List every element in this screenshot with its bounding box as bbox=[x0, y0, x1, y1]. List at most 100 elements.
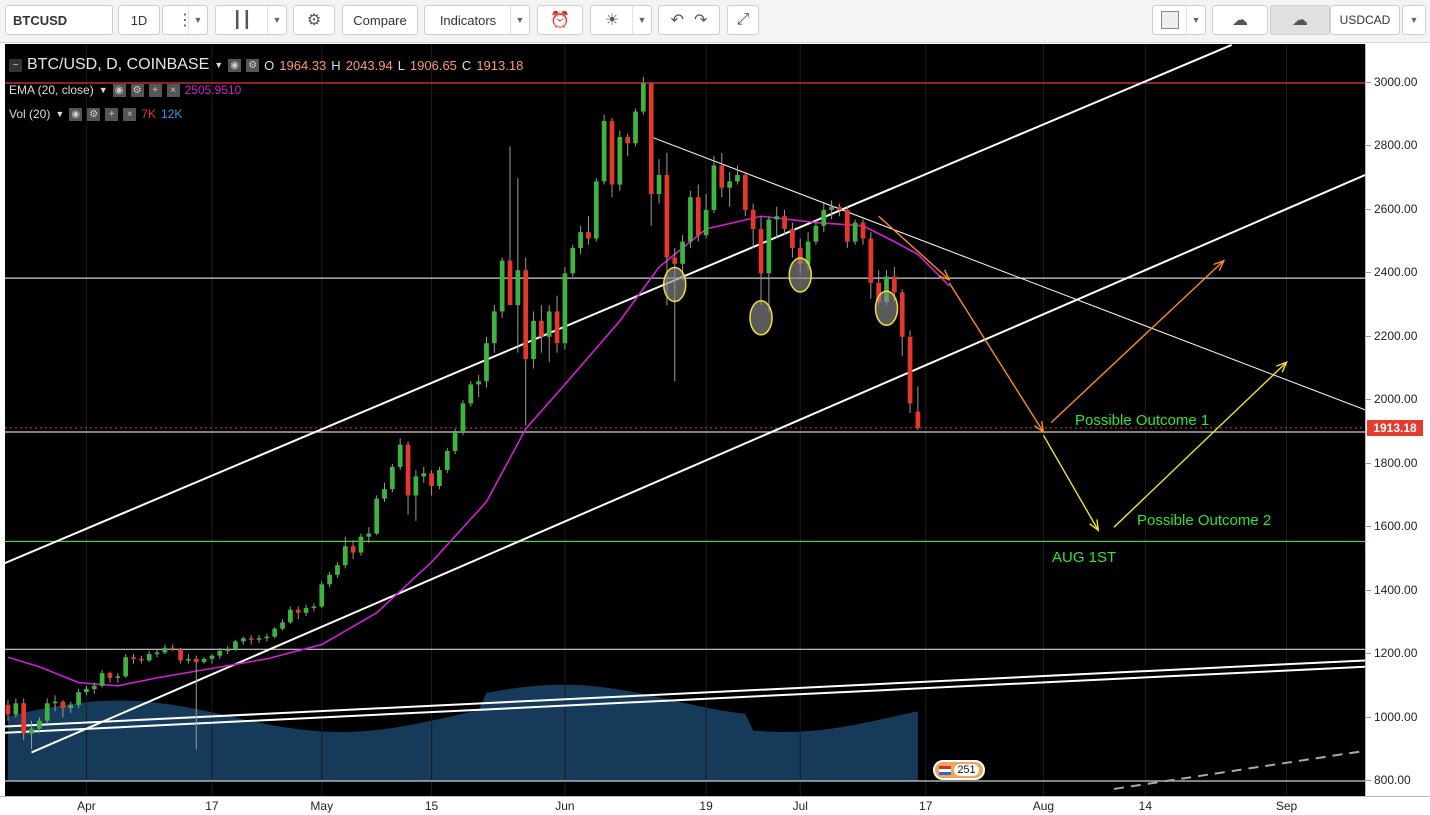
candle-body bbox=[531, 320, 536, 360]
candle bbox=[601, 114, 607, 185]
plus-icon[interactable]: + bbox=[105, 107, 119, 121]
indicators-button[interactable]: Indicators ▼ bbox=[424, 5, 530, 35]
candle bbox=[5, 700, 11, 721]
candle-body bbox=[539, 320, 544, 337]
ema-value: 2505.9510 bbox=[184, 83, 242, 97]
alarm-clock-icon: ⏰ bbox=[550, 12, 570, 29]
candle bbox=[99, 669, 105, 688]
price-tick-label: 2000.00 bbox=[1365, 392, 1418, 407]
candle bbox=[711, 155, 717, 214]
collapse-icon[interactable]: − bbox=[9, 58, 22, 72]
chevron-down-icon[interactable]: ▼ bbox=[55, 109, 65, 119]
ideas-button[interactable]: ☀ ▼ bbox=[590, 5, 652, 35]
fullscreen-button[interactable]: ⤢ bbox=[727, 5, 759, 35]
candle bbox=[546, 305, 552, 363]
settings-button[interactable]: ⚙ bbox=[293, 5, 335, 35]
redo-icon[interactable]: ↷ bbox=[694, 12, 708, 29]
candle-body bbox=[248, 638, 254, 640]
candle-body bbox=[719, 165, 725, 188]
candle-body bbox=[735, 175, 740, 182]
candle bbox=[452, 428, 458, 455]
alert-button[interactable]: ⏰ bbox=[537, 5, 583, 35]
price-tick-label: 2800.00 bbox=[1365, 138, 1418, 153]
candle-body bbox=[272, 628, 278, 637]
lightbulb-icon: ☀ bbox=[604, 12, 620, 29]
volume-ma-value: 12K bbox=[160, 107, 183, 121]
candle bbox=[782, 209, 787, 236]
candle-body bbox=[240, 638, 246, 642]
candle bbox=[523, 257, 529, 426]
candle bbox=[162, 644, 168, 655]
events-badge[interactable]: 251 bbox=[933, 760, 985, 780]
candle bbox=[178, 647, 183, 664]
plus-icon[interactable]: + bbox=[148, 83, 162, 97]
candle-body bbox=[460, 403, 466, 432]
possible-outcome-2-label: Possible Outcome 2 bbox=[1137, 512, 1272, 529]
close-icon[interactable]: × bbox=[166, 83, 180, 97]
candle-body bbox=[452, 432, 458, 452]
eye-icon[interactable]: ◉ bbox=[228, 58, 242, 72]
interval-button[interactable]: 1D bbox=[118, 5, 160, 35]
save-layout-button[interactable]: ☁ bbox=[1270, 5, 1330, 35]
candle-body bbox=[656, 175, 662, 195]
candle bbox=[154, 649, 160, 658]
candle-body bbox=[915, 411, 921, 428]
gear-icon[interactable]: ⚙ bbox=[246, 58, 260, 72]
candle bbox=[468, 381, 474, 407]
layout-button[interactable]: ▼ bbox=[1152, 5, 1206, 35]
candle bbox=[695, 184, 701, 242]
indicators-text: Indicators bbox=[439, 12, 497, 28]
gear-icon[interactable]: ⚙ bbox=[130, 83, 144, 97]
layout-menu-button[interactable]: ▼ bbox=[1402, 5, 1426, 35]
candle-body bbox=[499, 260, 505, 312]
eye-icon[interactable]: ◉ bbox=[69, 107, 83, 121]
candle bbox=[256, 635, 262, 643]
aug-1st-label: AUG 1ST bbox=[1052, 549, 1117, 566]
candle-body bbox=[178, 649, 183, 661]
candle bbox=[570, 244, 576, 277]
load-layout-button[interactable]: ☁ bbox=[1212, 5, 1268, 35]
candle-body bbox=[907, 336, 913, 404]
trend-line bbox=[31, 174, 1365, 754]
candle bbox=[562, 267, 568, 350]
chart-style-button[interactable]: ┃┃ ▼ bbox=[215, 5, 287, 35]
candle-body bbox=[876, 282, 882, 302]
ema-path bbox=[7, 215, 950, 687]
chevron-down-icon[interactable]: ▼ bbox=[98, 85, 108, 95]
layout-name-button[interactable]: USDCAD bbox=[1330, 5, 1400, 35]
candle-body bbox=[217, 650, 223, 656]
candle bbox=[21, 698, 27, 740]
candle-body bbox=[186, 658, 191, 661]
symbol-search-input[interactable]: BTCUSD bbox=[5, 5, 113, 35]
candle-body bbox=[138, 658, 144, 661]
candle-body bbox=[233, 641, 238, 650]
candle bbox=[209, 654, 215, 664]
more-intervals-button[interactable]: ⋮ ▼ bbox=[162, 5, 208, 35]
candle bbox=[899, 289, 905, 356]
undo-icon[interactable]: ↶ bbox=[670, 12, 684, 29]
compare-button[interactable]: Compare bbox=[342, 5, 418, 35]
events-count: 251 bbox=[954, 764, 979, 776]
candle bbox=[515, 178, 521, 353]
chart-canvas[interactable] bbox=[5, 44, 1365, 796]
gear-icon[interactable]: ⚙ bbox=[87, 107, 101, 121]
chevron-down-icon: ▼ bbox=[1409, 15, 1419, 25]
eye-icon[interactable]: ◉ bbox=[112, 83, 126, 97]
high-label: H bbox=[331, 57, 341, 73]
candle bbox=[272, 627, 278, 639]
candle bbox=[476, 374, 481, 398]
highlighted-lows bbox=[662, 257, 899, 336]
candle-body bbox=[288, 609, 293, 623]
candle bbox=[107, 671, 113, 683]
vertical-dots-icon: ⋮ bbox=[177, 12, 193, 29]
chevron-down-icon[interactable]: ▼ bbox=[214, 60, 224, 70]
candle bbox=[609, 117, 615, 198]
candle-body bbox=[562, 273, 568, 344]
candle-body bbox=[688, 197, 693, 242]
price-tick-label: 2400.00 bbox=[1365, 265, 1418, 280]
candle bbox=[774, 206, 780, 239]
time-axis[interactable]: Apr 17 May 15 Jun 19 Jul 17 Aug 14 Sep bbox=[0, 796, 1430, 815]
arrow-head bbox=[938, 269, 951, 281]
close-icon[interactable]: × bbox=[123, 107, 137, 121]
